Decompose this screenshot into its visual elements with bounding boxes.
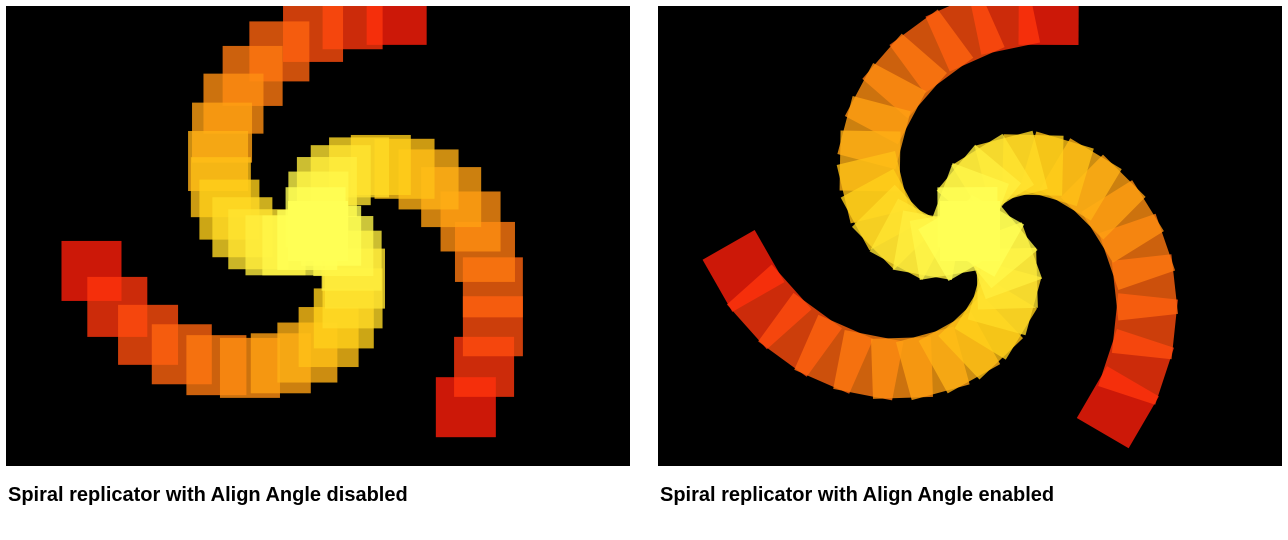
- caption-right: Spiral replicator with Align Angle enabl…: [658, 484, 1282, 507]
- figure-comparison: Spiral replicator with Align Angle disab…: [0, 0, 1288, 507]
- spiral-panel-enabled: [658, 6, 1282, 466]
- figure-right: Spiral replicator with Align Angle enabl…: [658, 6, 1282, 507]
- caption-left: Spiral replicator with Align Angle disab…: [6, 484, 630, 507]
- figure-left: Spiral replicator with Align Angle disab…: [6, 6, 630, 507]
- spiral-panel-disabled: [6, 6, 630, 466]
